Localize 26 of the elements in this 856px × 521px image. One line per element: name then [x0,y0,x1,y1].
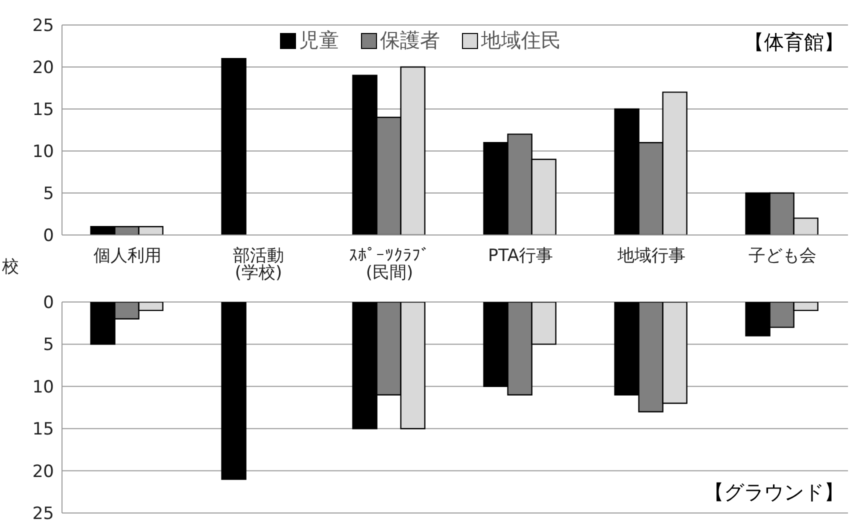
chart-title: 【体育館】 [744,29,844,56]
y-tick-label: 0 [43,226,54,246]
bar [221,302,246,480]
legend-label: 地域住民 [480,27,561,54]
y-tick-label: 20 [32,462,54,482]
y-tick-label: 25 [32,16,54,36]
x-tick-label: ｽﾎﾟｰﾂｸﾗﾌﾞ (民間) [349,246,430,283]
y-axis-title: 校 [2,256,19,278]
y-tick-label: 15 [32,100,54,120]
x-tick-label: 子ども会 [748,246,816,266]
x-tick-label: 地域行事 [616,246,686,266]
x-tick-label: 個人利用 [94,246,162,266]
x-tick-label: 部活動 (学校) [233,246,284,283]
y-tick-label: 10 [32,142,54,162]
legend-label: 保護者 [379,27,440,54]
x-tick-label: PTA行事 [488,246,553,266]
y-tick-label: 10 [32,377,54,398]
y-tick-label: 20 [32,58,54,78]
y-tick-label: 0 [43,293,54,314]
bar [221,58,246,235]
y-tick-label: 5 [43,184,54,204]
text: 【グラウンド】 [704,479,844,506]
y-tick-label: 25 [32,504,54,521]
y-tick-label: 5 [43,335,54,356]
legend-label: 児童 [298,27,339,54]
y-tick-label: 15 [32,420,54,440]
